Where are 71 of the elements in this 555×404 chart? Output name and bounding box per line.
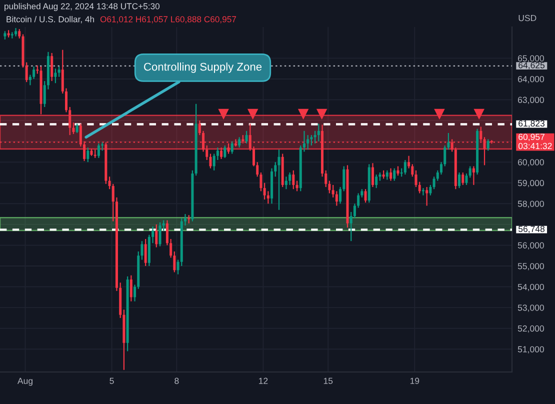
candlestick (54, 68, 57, 84)
candlestick (296, 180, 298, 192)
candlestick (266, 190, 270, 204)
x-tick-label: 8 (174, 378, 179, 384)
x-tick-label: 5 (110, 378, 114, 384)
candlestick (263, 182, 266, 200)
candlestick (50, 52, 54, 82)
candlestick (364, 188, 367, 204)
y-tick-label: 54,000 (518, 284, 544, 292)
candlestick (390, 168, 392, 182)
candlestick (288, 172, 292, 186)
candlestick (465, 172, 468, 186)
candlestick (310, 134, 313, 146)
x-tick-label: Aug (17, 378, 32, 386)
candlestick (468, 166, 472, 178)
x-tick-label: 15 (324, 378, 333, 384)
y-tick-label: 59,000 (518, 180, 544, 188)
candlestick (317, 123, 320, 142)
candlestick (158, 222, 162, 247)
y-axis-title: USD (518, 14, 536, 22)
candlestick (130, 274, 132, 302)
candlestick (429, 184, 432, 196)
candlestick (393, 168, 396, 182)
candlestick (335, 190, 338, 206)
candlestick (404, 159, 406, 176)
chart-subtitle: O61,012 H61,057 L60,888 C60,957 (100, 16, 236, 24)
candlestick (306, 134, 310, 150)
candlestick (224, 144, 226, 158)
candlestick (25, 62, 28, 83)
candlestick (284, 176, 288, 190)
ref-line-label: 64,625 (518, 62, 545, 70)
candlestick (238, 136, 241, 148)
candlestick (292, 170, 295, 190)
candlestick (396, 166, 400, 176)
candlestick (144, 238, 147, 267)
y-tick-label: 65,000 (518, 55, 544, 62)
ref-line-label: 60,957 03:41:32 (518, 134, 552, 150)
ref-line-label: 56,748 (518, 226, 545, 234)
y-tick-label: 52,000 (518, 325, 544, 333)
chart-title: Bitcoin / U.S. Dollar, 4h (6, 16, 94, 24)
candlestick (245, 130, 248, 144)
candlestick (462, 172, 464, 186)
ref-line-label: 61,823 (518, 120, 545, 128)
y-tick-label: 58,000 (518, 200, 544, 208)
candlestick (458, 172, 461, 189)
text: published Aug 22, 2024 13:48 UTC+5:30 (4, 2, 160, 12)
y-tick-label: 56,000 (518, 242, 544, 250)
candlestick (386, 170, 388, 180)
x-tick-label: 19 (410, 378, 420, 384)
candlestick (486, 138, 490, 152)
y-tick-label: 55,000 (518, 263, 544, 270)
candlestick (278, 149, 280, 210)
annotation: Controlling Supply Zone (144, 62, 262, 73)
candlestick (472, 166, 475, 186)
candlestick (375, 174, 378, 189)
candlestick (97, 142, 100, 158)
y-tick-label: 51,000 (518, 346, 544, 354)
candlestick (426, 186, 428, 206)
candlestick (155, 224, 158, 248)
y-tick-label: 63,000 (518, 96, 544, 104)
candlestick (86, 146, 90, 163)
x-tick-label: 12 (259, 378, 268, 384)
y-tick-label: 64,000 (518, 76, 544, 84)
candlestick (230, 140, 234, 154)
candlestick (58, 66, 60, 78)
y-tick-label: 53,000 (518, 304, 544, 312)
y-tick-label: 60,000 (518, 159, 544, 166)
candlestick (371, 162, 374, 188)
candlestick (76, 123, 78, 134)
candlestick (220, 146, 223, 160)
candlestick (422, 188, 424, 196)
